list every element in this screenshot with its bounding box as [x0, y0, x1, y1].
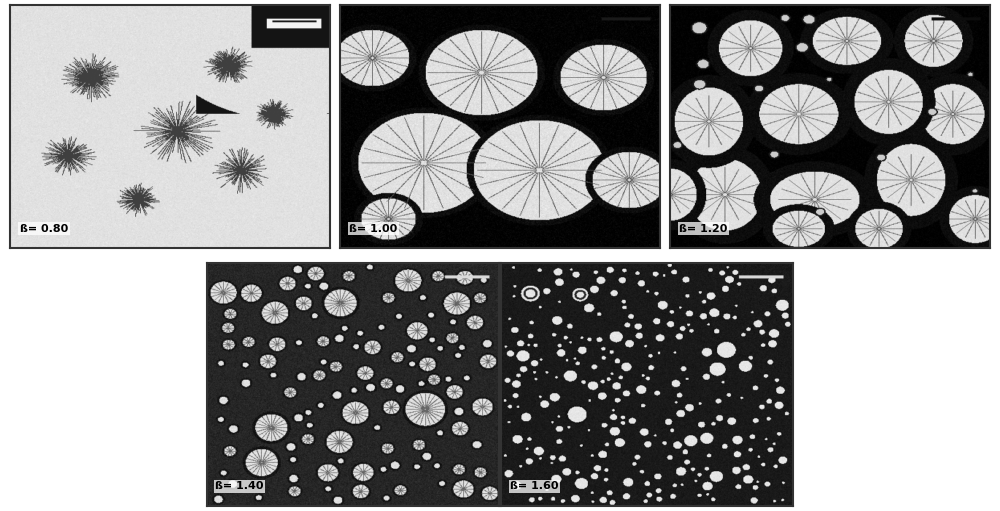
Text: ß= 0.80: ß= 0.80 — [20, 224, 68, 234]
Text: ß= 1.20: ß= 1.20 — [679, 224, 728, 234]
Text: ß= 1.40: ß= 1.40 — [215, 481, 264, 491]
Text: ß= 1.60: ß= 1.60 — [510, 481, 559, 491]
Text: ß= 1.00: ß= 1.00 — [349, 224, 398, 234]
